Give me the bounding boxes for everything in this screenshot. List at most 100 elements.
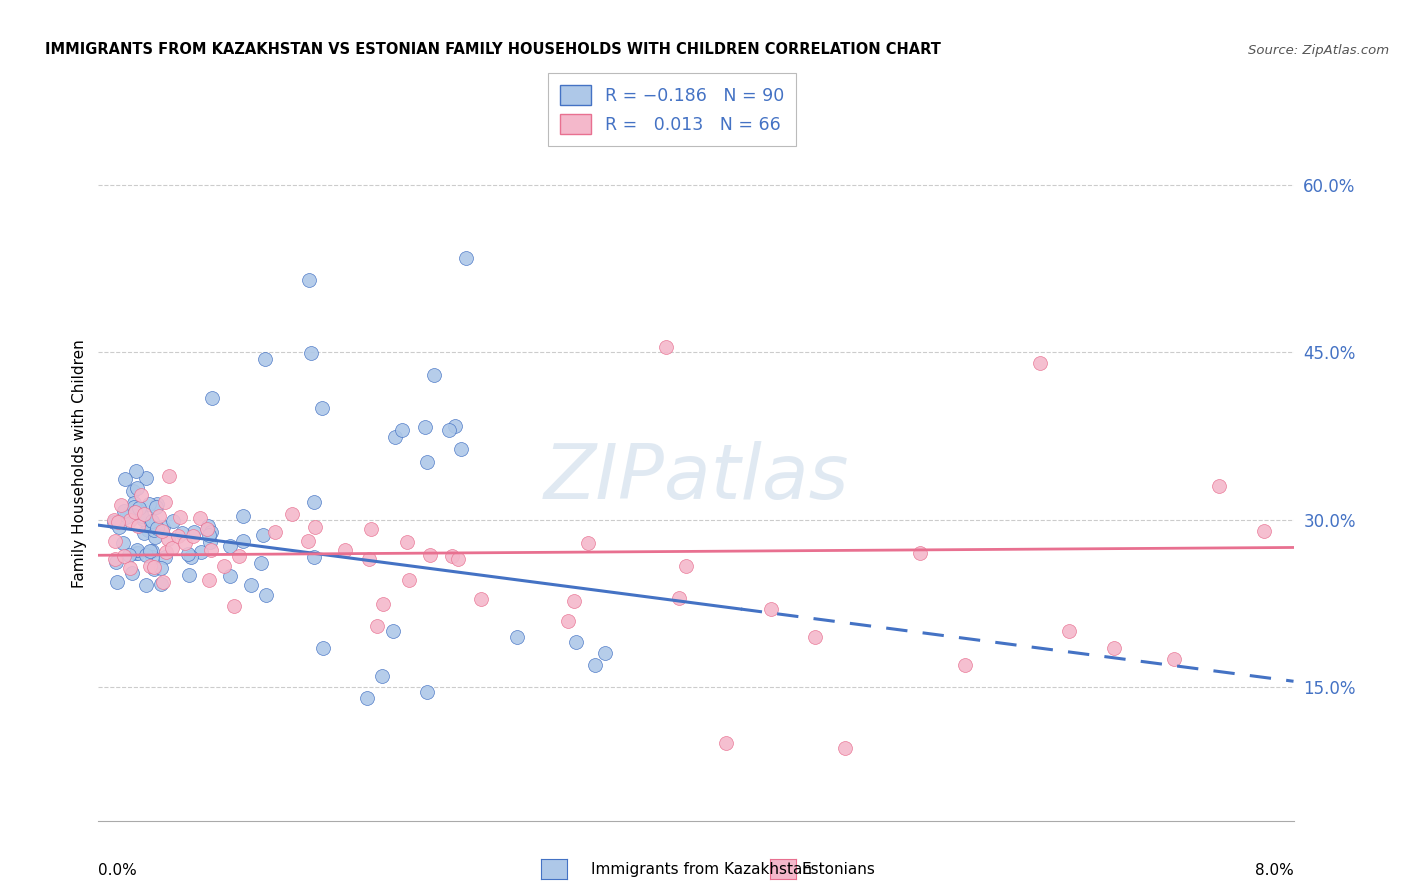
Point [668,591,690,605]
Text: 8.0%: 8.0% [1254,863,1294,879]
Point [450,442,472,457]
Point [557,614,579,628]
Point [190,544,212,558]
Point [301,346,323,360]
Point [200,534,222,549]
Point [232,533,254,548]
Point [127,546,149,560]
Point [222,599,245,613]
Point [1059,624,1081,639]
Point [304,519,326,533]
Point [111,536,134,550]
Point [454,251,477,265]
Point [252,527,274,541]
Point [311,640,333,655]
Point [371,597,394,611]
Point [198,527,221,541]
Point [122,483,145,498]
Text: Immigrants from Kazakhstan: Immigrants from Kazakhstan [591,863,811,877]
Point [172,526,194,541]
Point [146,497,169,511]
Point [143,530,166,544]
Point [127,519,149,533]
Point [153,549,176,564]
Point [152,524,174,538]
Point [149,577,172,591]
Point [200,542,222,557]
Point [583,657,606,672]
Point [416,685,439,699]
Point [578,536,600,550]
Point [804,630,827,644]
Point [908,546,931,560]
Point [232,509,254,524]
Point [166,528,188,542]
Point [143,523,166,537]
Point [264,524,287,539]
Point [157,469,180,483]
Point [110,499,132,513]
Point [506,630,529,644]
Point [145,521,167,535]
Point [593,646,616,660]
Point [141,549,163,564]
Point [114,472,136,486]
Point [470,591,492,606]
Point [565,635,588,649]
Point [104,552,127,566]
Point [160,541,183,555]
Point [356,690,378,705]
Point [174,536,197,550]
Point [371,669,394,683]
Point [141,514,163,528]
Point [152,575,174,590]
Point [121,566,143,581]
Point [117,548,139,562]
Point [311,401,333,416]
Point [360,522,382,536]
Point [104,533,127,548]
Point [675,558,697,573]
Point [254,588,277,602]
Point [302,550,325,565]
Point [148,508,170,523]
Point [135,578,157,592]
Point [302,494,325,508]
Point [122,496,145,510]
Point [200,524,222,539]
Point [398,573,420,587]
Point [105,574,128,589]
Point [125,543,148,558]
Point [1208,479,1230,493]
Point [135,470,157,484]
Point [413,420,436,434]
Point [447,551,470,566]
Point [759,602,782,616]
Point [1028,356,1050,371]
Point [212,558,235,573]
Point [138,497,160,511]
Point [103,513,125,527]
Point [107,515,129,529]
Point [1104,640,1126,655]
Point [152,520,174,534]
Point [139,544,162,558]
Legend: R = −0.186   N = 90, R =   0.013   N = 66: R = −0.186 N = 90, R = 0.013 N = 66 [548,73,796,146]
Point [124,505,146,519]
Point [655,340,678,354]
Point [118,561,141,575]
Point [240,577,263,591]
Text: ZIPatlas: ZIPatlas [543,442,849,515]
Point [132,512,155,526]
Point [108,520,131,534]
Point [359,552,381,566]
Point [143,562,166,576]
Point [228,549,250,563]
Point [218,539,240,553]
Point [139,558,162,573]
Point [129,505,152,519]
Point [128,500,150,515]
Point [105,555,128,569]
Point [254,351,277,366]
Point [153,494,176,508]
